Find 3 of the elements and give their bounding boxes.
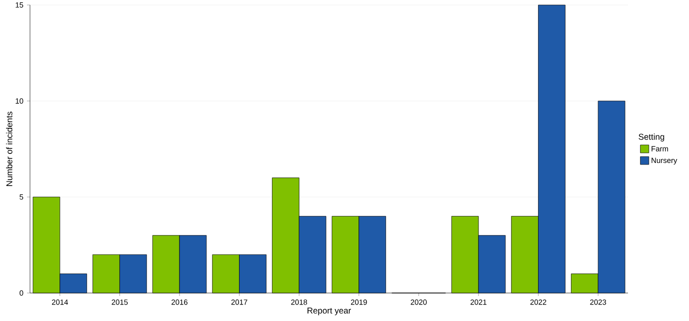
x-axis-title: Report year [308,308,351,316]
y-axis-title: Number of incidents [6,112,12,186]
legend-title: Setting [638,134,664,142]
